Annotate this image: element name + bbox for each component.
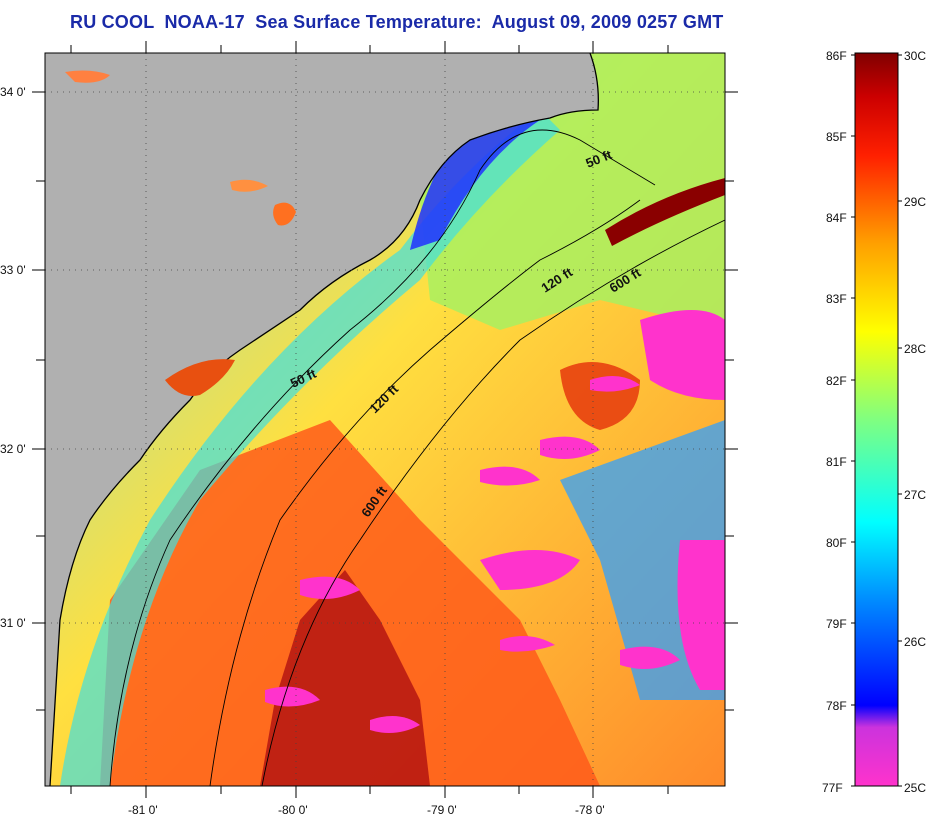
- colorbar-f-label: 82F: [826, 374, 847, 388]
- colorbar-f-label: 83F: [826, 292, 847, 306]
- cool-coastal-band: [60, 110, 560, 786]
- axis-ticks: [32, 41, 738, 798]
- map-panel: [45, 53, 725, 786]
- colorbar-ticks: [851, 54, 902, 787]
- lat-label: 32 0': [0, 442, 26, 456]
- colorbar-c-label: 28C: [904, 342, 926, 356]
- lon-label: -80 0': [278, 803, 308, 817]
- colorbar-c-label: 26C: [904, 635, 926, 649]
- lat-lon-grid: [45, 53, 725, 786]
- coastline: [49, 53, 599, 786]
- colorbar-c-label: 27C: [904, 488, 926, 502]
- lon-label: -79 0': [427, 803, 457, 817]
- colorbar-f-label: 80F: [826, 536, 847, 550]
- colorbar-f-label: 79F: [826, 617, 847, 631]
- gulf-stream-filament: [605, 178, 725, 246]
- contour-600ft-line: [261, 219, 725, 786]
- colorbar-f-label: 85F: [826, 130, 847, 144]
- land-mass: [45, 53, 599, 786]
- colorbar-c-label: 29C: [904, 195, 926, 209]
- lat-label: 31 0': [0, 616, 26, 630]
- lat-label: 34 0': [0, 85, 26, 99]
- colorbar: 86F 85F 84F 83F 82F 81F 80F 79F 78F 77F …: [822, 49, 926, 795]
- cold-upwelling-band: [410, 102, 540, 250]
- estuary-orange: [165, 359, 235, 396]
- colorbar-gradient: [854, 52, 899, 787]
- lon-label: -78 0': [575, 803, 605, 817]
- lat-label: 33 0': [0, 263, 26, 277]
- colorbar-f-label: 84F: [826, 211, 847, 225]
- map-frame: [44, 52, 726, 787]
- lake-marker: [65, 70, 110, 83]
- lake-marker: [230, 179, 268, 192]
- contour-50ft-line: [109, 129, 656, 786]
- contour-120ft-line: [209, 199, 641, 786]
- lake-marker: [273, 202, 296, 226]
- colorbar-f-label: 81F: [826, 455, 847, 469]
- colorbar-c-label: 30C: [904, 49, 926, 63]
- map-title: RU COOL NOAA-17 Sea Surface Temperature:…: [70, 12, 724, 32]
- colorbar-f-label: 78F: [826, 699, 847, 713]
- colorbar-f-label: 86F: [826, 49, 847, 63]
- colorbar-c-label: 25C: [904, 781, 926, 795]
- lon-label: -81 0': [128, 803, 158, 817]
- colorbar-f-label: 77F: [822, 781, 843, 795]
